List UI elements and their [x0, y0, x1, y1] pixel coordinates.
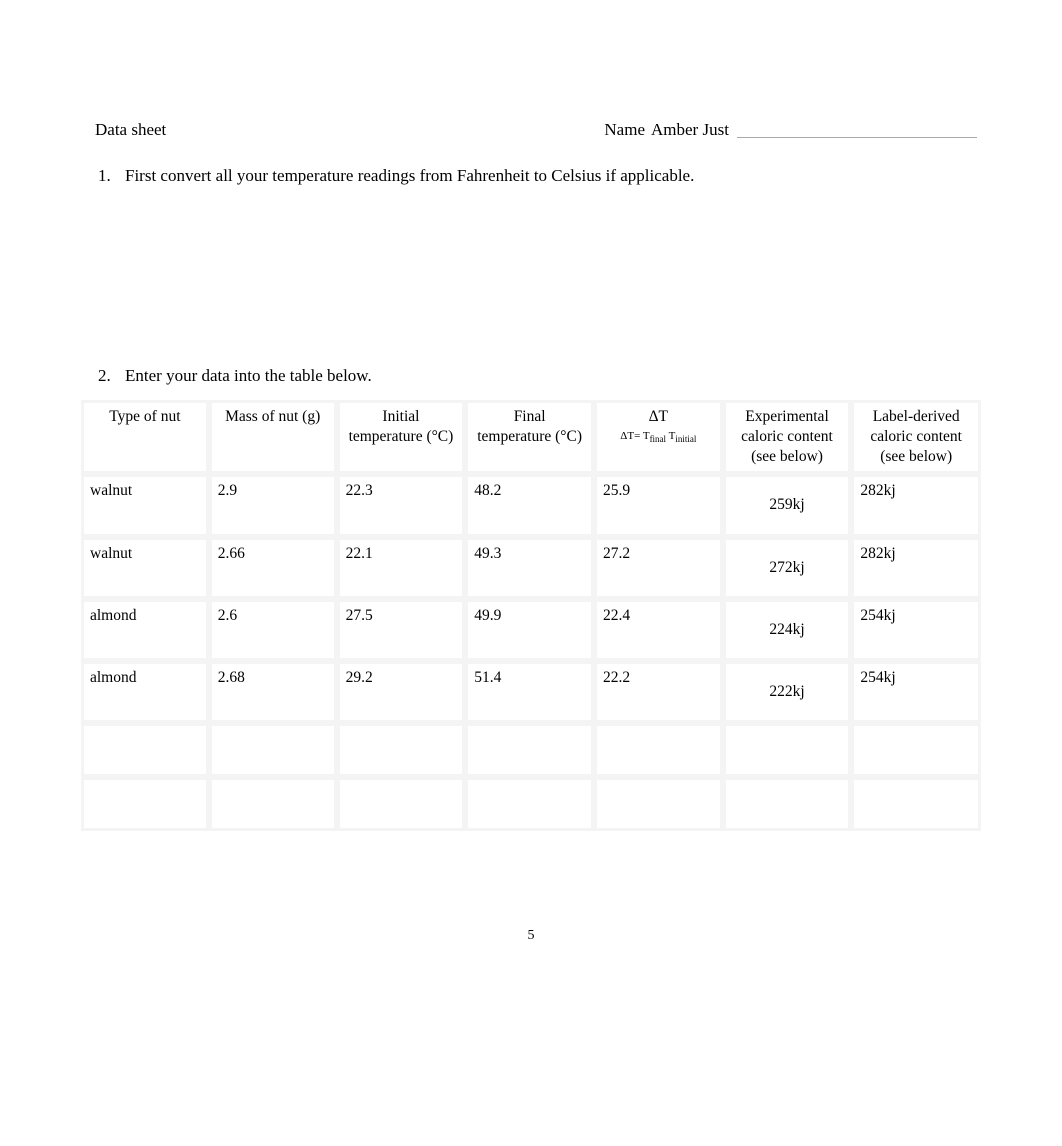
th-init-l2: temperature (°C): [349, 428, 454, 445]
cell-exp: 272kj: [723, 537, 852, 599]
spacer: [85, 196, 977, 366]
cell-empty: [851, 723, 981, 777]
th-label-l3: (see below): [880, 448, 952, 465]
page-number: 5: [0, 928, 1062, 944]
cell-final: 51.4: [465, 661, 594, 723]
instruction-1: First convert all your temperature readi…: [115, 166, 977, 186]
th-type: Type of nut: [81, 400, 209, 474]
name-value: Amber Just: [651, 120, 731, 140]
data-table-wrap: Type of nut Mass of nut (g) Initial temp…: [81, 400, 981, 831]
th-init-l1: Initial: [382, 408, 419, 425]
table-row-empty: [81, 723, 981, 777]
name-label: Name: [604, 120, 645, 140]
cell-init: 22.1: [337, 537, 466, 599]
th-initial-temp: Initial temperature (°C): [337, 400, 466, 474]
cell-label: 282kj: [851, 474, 981, 536]
cell-empty: [81, 723, 209, 777]
cell-label: 254kj: [851, 599, 981, 661]
th-final-temp: Final temperature (°C): [465, 400, 594, 474]
th-final-l1: Final: [514, 408, 546, 425]
header-row: Data sheet Name Amber Just: [85, 120, 977, 140]
th-label-derived: Label-derived caloric content (see below…: [851, 400, 981, 474]
th-final-l2: temperature (°C): [477, 428, 582, 445]
cell-final: 48.2: [465, 474, 594, 536]
cell-init: 29.2: [337, 661, 466, 723]
cell-final: 49.3: [465, 537, 594, 599]
cell-init: 27.5: [337, 599, 466, 661]
cell-type: walnut: [81, 537, 209, 599]
cell-mass: 2.68: [209, 661, 337, 723]
th-experimental: Experimental caloric content (see below): [723, 400, 852, 474]
cell-empty: [594, 777, 723, 831]
cell-init: 22.3: [337, 474, 466, 536]
cell-dt: 22.2: [594, 661, 723, 723]
th-delta-t: ΔT ΔT= Tfinal Tinitial: [594, 400, 723, 474]
cell-dt: 27.2: [594, 537, 723, 599]
instructions-list: First convert all your temperature readi…: [115, 166, 977, 186]
cell-empty: [337, 777, 466, 831]
cell-label: 254kj: [851, 661, 981, 723]
sheet-title: Data sheet: [95, 120, 166, 140]
th-exp-l2: caloric content: [741, 428, 833, 445]
cell-empty: [209, 723, 337, 777]
cell-empty: [723, 723, 852, 777]
cell-empty: [723, 777, 852, 831]
dt-f-prefix: ΔT= T: [620, 430, 649, 442]
cell-empty: [465, 723, 594, 777]
cell-exp: 224kj: [723, 599, 852, 661]
name-field: Name Amber Just: [604, 120, 977, 140]
th-exp-l3: (see below): [751, 448, 823, 465]
data-table: Type of nut Mass of nut (g) Initial temp…: [81, 400, 981, 831]
dt-f-mid: T: [666, 430, 675, 442]
cell-empty: [594, 723, 723, 777]
cell-type: almond: [81, 599, 209, 661]
cell-empty: [465, 777, 594, 831]
table-row: walnut 2.9 22.3 48.2 25.9 259kj 282kj: [81, 474, 981, 536]
cell-exp: 259kj: [723, 474, 852, 536]
instruction-2: Enter your data into the table below.: [115, 366, 977, 386]
instructions-list-2: Enter your data into the table below.: [115, 366, 977, 386]
cell-final: 49.9: [465, 599, 594, 661]
cell-dt: 25.9: [594, 474, 723, 536]
th-label-l2: caloric content: [870, 428, 962, 445]
dt-f-sub1: final: [650, 434, 667, 444]
table-row: walnut 2.66 22.1 49.3 27.2 272kj 282kj: [81, 537, 981, 599]
table-row: almond 2.68 29.2 51.4 22.2 222kj 254kj: [81, 661, 981, 723]
table-row: almond 2.6 27.5 49.9 22.4 224kj 254kj: [81, 599, 981, 661]
table-body: walnut 2.9 22.3 48.2 25.9 259kj 282kj wa…: [81, 474, 981, 831]
table-header-row: Type of nut Mass of nut (g) Initial temp…: [81, 400, 981, 474]
cell-empty: [851, 777, 981, 831]
th-label-l1: Label-derived: [873, 408, 960, 425]
th-mass: Mass of nut (g): [209, 400, 337, 474]
cell-type: almond: [81, 661, 209, 723]
th-dt-formula: ΔT= Tfinal Tinitial: [603, 429, 714, 446]
cell-empty: [209, 777, 337, 831]
cell-type: walnut: [81, 474, 209, 536]
cell-empty: [81, 777, 209, 831]
th-dt-main: ΔT: [649, 408, 668, 425]
dt-f-sub2: initial: [675, 434, 696, 444]
th-exp-l1: Experimental: [745, 408, 829, 425]
cell-mass: 2.66: [209, 537, 337, 599]
cell-mass: 2.6: [209, 599, 337, 661]
name-underline: [737, 137, 977, 138]
table-row-empty: [81, 777, 981, 831]
cell-dt: 22.4: [594, 599, 723, 661]
cell-empty: [337, 723, 466, 777]
cell-label: 282kj: [851, 537, 981, 599]
cell-exp: 222kj: [723, 661, 852, 723]
cell-mass: 2.9: [209, 474, 337, 536]
